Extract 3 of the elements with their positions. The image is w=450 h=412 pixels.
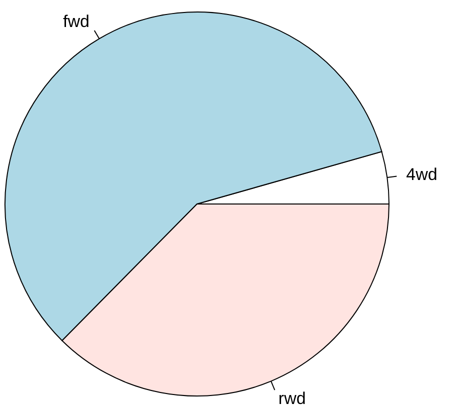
slice-label: fwd <box>63 12 90 32</box>
slice-label: rwd <box>278 388 306 408</box>
slice-label: 4wd <box>406 164 438 184</box>
